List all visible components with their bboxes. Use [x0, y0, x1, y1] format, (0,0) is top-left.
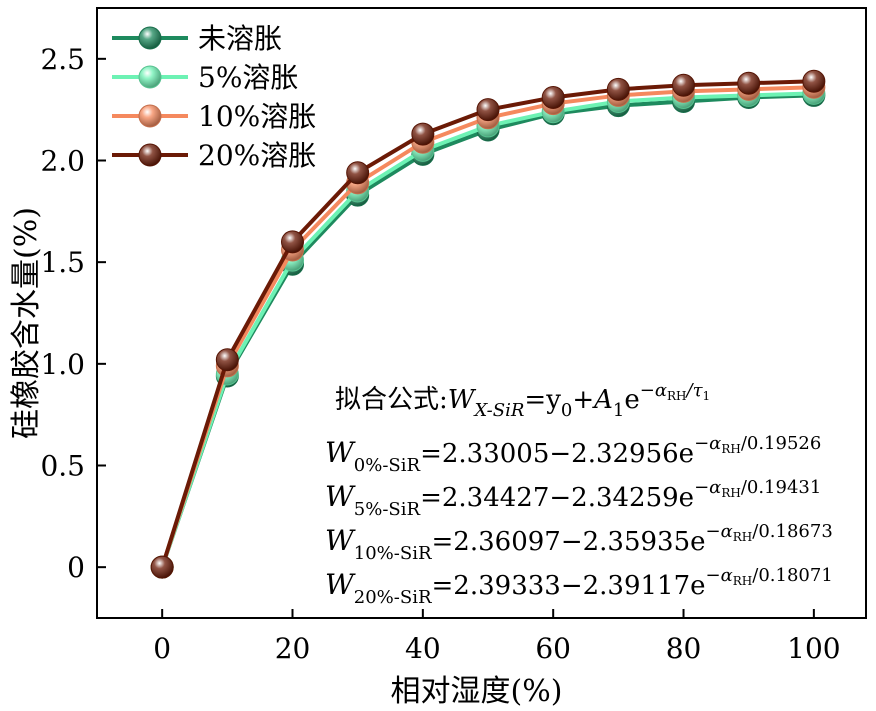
legend-marker [138, 143, 162, 167]
fit-formula-general: 拟合公式:WX-SiR=y0+A1e−αRH/τ1 [335, 380, 710, 421]
axes: 0 20 40 60 80 100 0 0.5 1.0 1.5 2.0 2.5 相对湿度(%) 硅橡胶含水… [9, 7, 867, 709]
data-point [802, 69, 826, 93]
data-point [150, 555, 174, 579]
y-tick-label: 0 [67, 551, 85, 584]
legend-label: 5%溶胀 [198, 61, 298, 94]
legend-label: 未溶胀 [198, 22, 282, 55]
fit-equation-4: W20%-SiR=2.39333−2.39117e−αRH/0.18071 [325, 565, 833, 608]
y-tick-label: 1.0 [40, 348, 85, 381]
x-axis-label: 相对湿度(%) [391, 674, 563, 709]
fit-equation-2: W5%-SiR=2.34427−2.34259e−αRH/0.19431 [325, 477, 821, 520]
y-tick-label: 1.5 [40, 246, 85, 279]
x-tick-label: 80 [666, 632, 702, 665]
fit-formulas: 拟合公式:WX-SiR=y0+A1e−αRH/τ1 W0%-SiR=2.33005… [325, 380, 833, 608]
data-point [672, 73, 696, 97]
data-point [281, 230, 305, 254]
data-point [411, 122, 435, 146]
x-tick-label: 20 [275, 632, 311, 665]
y-tick-label: 2.5 [40, 43, 85, 76]
legend-item-2: 5%溶胀 [112, 61, 298, 94]
x-tick-label: 60 [535, 632, 571, 665]
legend-marker [138, 65, 162, 89]
x-tick-label: 40 [405, 632, 441, 665]
plot-frame [96, 7, 867, 619]
fit-equation-1: W0%-SiR=2.33005−2.32956e−αRH/0.19526 [325, 433, 821, 476]
data-point [541, 85, 565, 109]
legend: 未溶胀 5%溶胀 10%溶胀 20%溶胀 [112, 22, 316, 172]
legend-item-1: 未溶胀 [112, 22, 282, 55]
data-point [737, 71, 761, 95]
data-point [346, 161, 370, 185]
y-axis-label: 硅橡胶含水量(%) [9, 207, 44, 439]
data-point [606, 77, 630, 101]
legend-label: 10%溶胀 [198, 100, 316, 133]
y-tick-label: 0.5 [40, 450, 85, 483]
legend-item-3: 10%溶胀 [112, 100, 316, 133]
fit-equation-3: W10%-SiR=2.36097−2.35935e−αRH/0.18673 [325, 521, 833, 564]
fit-prefix: 拟合公式: [335, 385, 448, 415]
series-group [150, 69, 826, 579]
legend-label: 20%溶胀 [198, 139, 316, 172]
data-point [215, 348, 239, 372]
series-4 [150, 69, 826, 579]
legend-item-4: 20%溶胀 [112, 139, 316, 172]
x-tick-label: 0 [153, 632, 171, 665]
x-tick-label: 100 [787, 632, 840, 665]
legend-marker [138, 104, 162, 128]
legend-marker [138, 26, 162, 50]
data-point [476, 98, 500, 122]
y-tick-label: 2.0 [40, 145, 85, 178]
